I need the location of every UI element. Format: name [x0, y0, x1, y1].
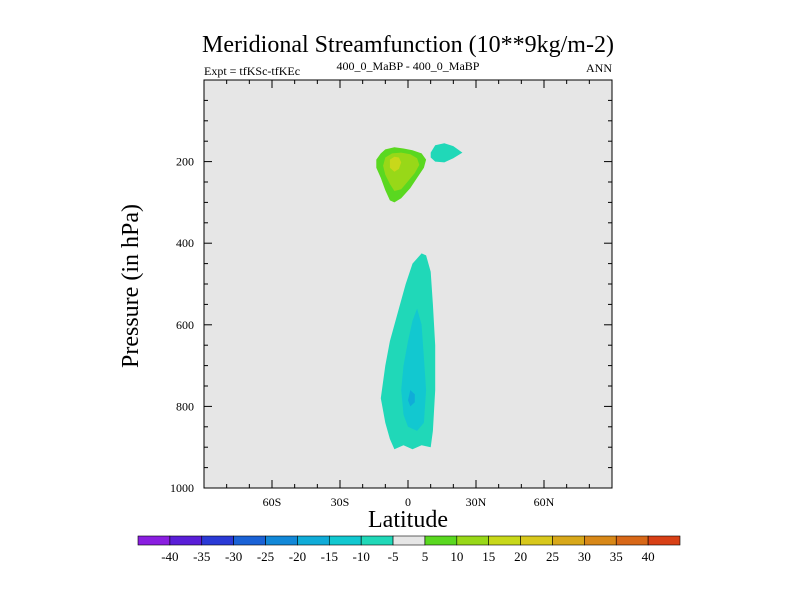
colorbar-box — [424, 535, 458, 546]
colorbar-label: 35 — [610, 549, 623, 564]
negative-column-inner — [401, 308, 427, 431]
colorbar-label: -25 — [257, 549, 274, 564]
positive-cell-core — [389, 156, 402, 172]
colorbar-box — [233, 535, 266, 546]
colorbar-box — [201, 535, 234, 546]
y-tick-label: 1000 — [170, 481, 194, 495]
colorbar-box — [392, 535, 426, 546]
colorbar-box — [265, 535, 298, 546]
colorbar-box — [297, 535, 330, 546]
subtitle-left: Expt = tfKSc-tfKEc — [204, 64, 300, 78]
x-tick-label: 30N — [466, 495, 487, 509]
colorbar-box — [615, 535, 649, 546]
colorbar-box — [520, 535, 553, 546]
colorbar-label: -30 — [225, 549, 242, 564]
x-tick-label: 0 — [405, 495, 411, 509]
colorbar-label: -20 — [289, 549, 306, 564]
colorbar-label: 15 — [482, 549, 495, 564]
colorbar-label: -10 — [353, 549, 370, 564]
colorbar-box — [137, 535, 171, 546]
colorbar-label: -5 — [388, 549, 399, 564]
negative-column-core — [408, 390, 415, 407]
colorbar-box — [552, 535, 585, 546]
colorbar-label: 30 — [578, 549, 591, 564]
colorbar-box — [360, 535, 394, 546]
colorbar-label: -15 — [321, 549, 338, 564]
colorbar: -40 -35 -30 -25 -20 -15 -10 -5 5 10 15 20 25 30 35 40 — [137, 535, 681, 564]
subtitle-right: ANN — [586, 61, 612, 75]
x-tick-label: 60N — [534, 495, 555, 509]
negative-upper-cell — [430, 143, 463, 163]
colorbar-box — [647, 535, 681, 546]
y-tick-label: 400 — [176, 236, 194, 250]
contour-layer — [376, 143, 463, 450]
x-tick-label: 60S — [263, 495, 282, 509]
colorbar-box — [328, 535, 362, 546]
y-tick-label: 600 — [176, 318, 194, 332]
colorbar-box — [488, 535, 521, 546]
colorbar-label: -40 — [161, 549, 178, 564]
axis-ticks: 60S 30S 0 30N 60N 200 400 600 800 1000 — [170, 79, 613, 509]
x-tick-label: 30S — [331, 495, 350, 509]
y-tick-label: 200 — [176, 155, 194, 169]
colorbar-label: 40 — [642, 549, 655, 564]
colorbar-label: 25 — [546, 549, 559, 564]
colorbar-label: -35 — [193, 549, 210, 564]
colorbar-box — [584, 535, 617, 546]
colorbar-label: 5 — [422, 549, 429, 564]
y-tick-label: 800 — [176, 399, 194, 413]
chart-title: Meridional Streamfunction (10**9kg/m-2) — [202, 32, 614, 58]
colorbar-label: 20 — [514, 549, 527, 564]
y-axis-label: Pressure (in hPa) — [118, 204, 144, 368]
subtitle-center: 400_0_MaBP - 400_0_MaBP — [337, 59, 480, 73]
colorbar-box — [169, 535, 203, 546]
colorbar-box — [456, 535, 490, 546]
x-axis-label: Latitude — [368, 507, 448, 533]
colorbar-label: 10 — [450, 549, 463, 564]
